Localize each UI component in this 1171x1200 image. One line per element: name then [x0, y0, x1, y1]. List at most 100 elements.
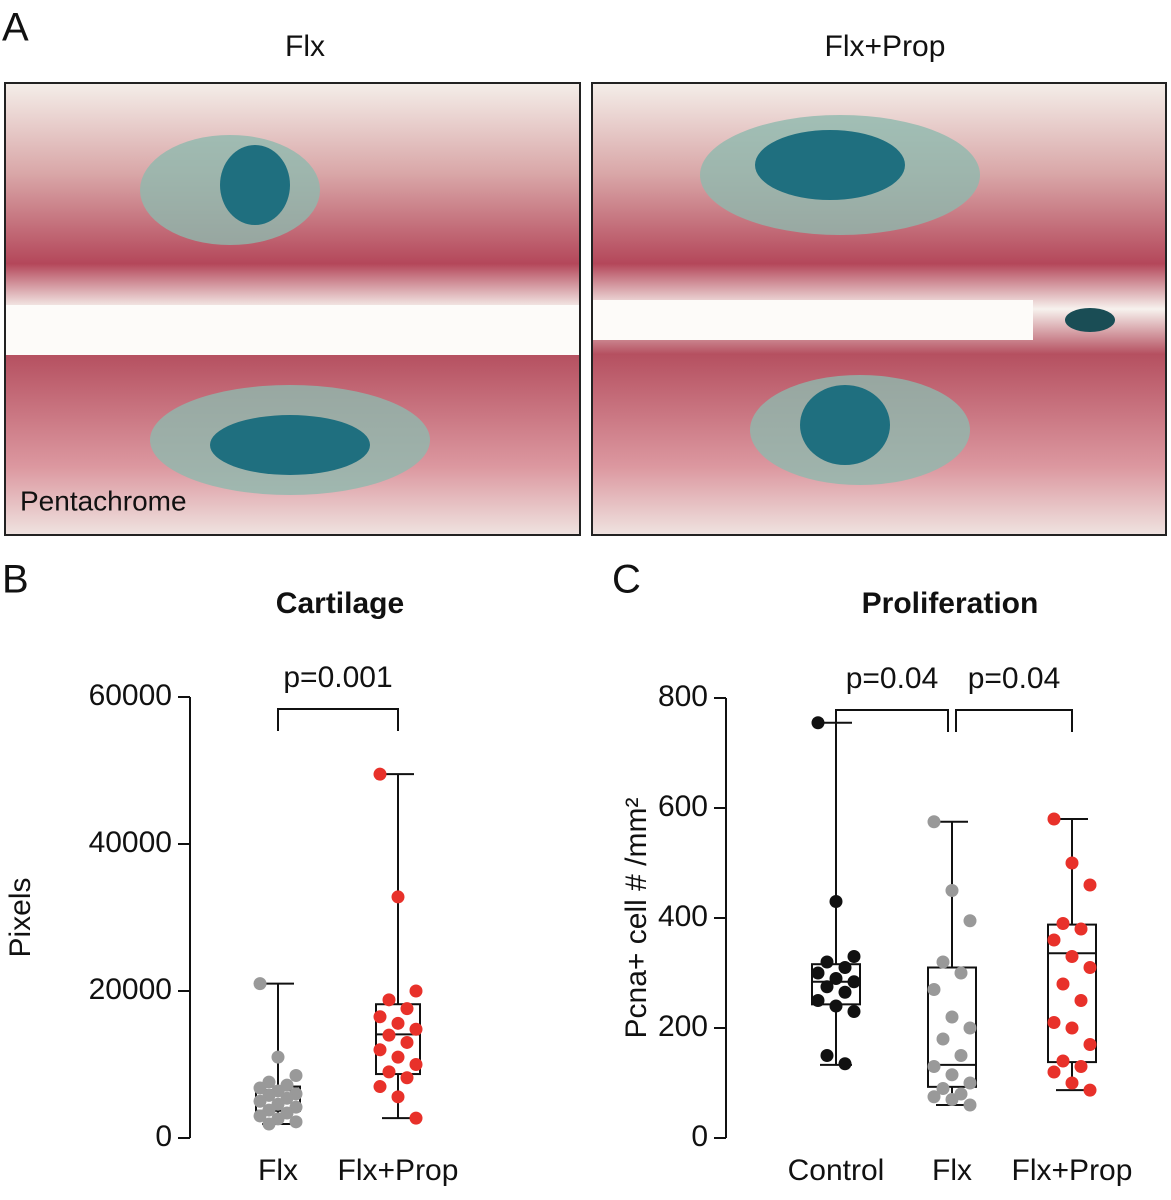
- data-point: [945, 884, 959, 897]
- data-point: [253, 1081, 267, 1095]
- data-point: [409, 1022, 423, 1036]
- x-tick-label: Flx: [932, 1154, 972, 1187]
- data-point: [838, 985, 852, 999]
- data-point: [954, 1049, 968, 1062]
- p-value: p=0.04: [846, 662, 939, 695]
- data-point: [1083, 961, 1097, 974]
- data-point: [1065, 950, 1079, 963]
- data-point: [963, 1098, 977, 1112]
- data-point: [945, 1093, 959, 1106]
- data-point: [373, 1010, 387, 1024]
- data-point: [409, 1058, 423, 1071]
- data-point: [391, 890, 405, 904]
- data-point: [391, 1050, 405, 1064]
- data-point: [271, 1050, 285, 1064]
- data-point: [847, 950, 861, 963]
- data-point: [820, 955, 834, 969]
- data-point: [1083, 1038, 1097, 1051]
- p-value: p=0.001: [283, 661, 392, 694]
- y-tick-label: 400: [658, 900, 708, 933]
- y-tick-label: 20000: [89, 973, 172, 1006]
- y-tick-label: 200: [658, 1010, 708, 1043]
- data-point: [1056, 977, 1070, 991]
- data-point: [927, 983, 941, 996]
- y-tick-label: 600: [658, 790, 708, 823]
- data-point: [963, 1021, 977, 1035]
- data-point: [289, 1115, 303, 1129]
- panel-label: C: [612, 558, 641, 602]
- chart-title: Cartilage: [276, 587, 404, 620]
- data-point: [382, 1065, 396, 1079]
- box: [1047, 923, 1097, 1064]
- data-point: [927, 1060, 941, 1073]
- data-point: [945, 1010, 959, 1024]
- x-tick-label: Flx: [258, 1154, 298, 1187]
- data-point: [1047, 1065, 1061, 1079]
- data-point: [400, 1035, 414, 1049]
- data-point: [811, 994, 825, 1007]
- data-point: [829, 895, 843, 908]
- y-tick-label: 60000: [89, 679, 172, 712]
- data-point: [1047, 1016, 1061, 1029]
- chart-title: Proliferation: [862, 587, 1039, 620]
- y-tick-label: 40000: [89, 826, 172, 859]
- data-point: [382, 993, 396, 1007]
- significance-bracket: [277, 708, 399, 731]
- data-point: [1056, 1054, 1070, 1068]
- data-point: [829, 999, 843, 1013]
- data-point: [927, 1090, 941, 1104]
- data-point: [1074, 1060, 1088, 1073]
- data-point: [253, 977, 267, 991]
- data-point: [847, 1005, 861, 1018]
- data-point: [409, 1111, 423, 1125]
- data-point: [936, 1032, 950, 1046]
- data-point: [1083, 1083, 1097, 1097]
- data-point: [847, 975, 861, 989]
- data-point: [289, 1069, 303, 1083]
- data-point: [1056, 917, 1070, 930]
- image-title: Flx+Prop: [825, 30, 946, 63]
- y-tick-label: 800: [658, 680, 708, 713]
- significance-bracket: [955, 709, 1073, 732]
- data-point: [1065, 1076, 1079, 1090]
- micrograph: [4, 82, 581, 536]
- data-point: [811, 716, 825, 730]
- x-tick-label: Flx+Prop: [338, 1154, 459, 1187]
- box: [375, 1003, 421, 1076]
- data-point: [936, 955, 950, 969]
- panel-label: B: [2, 558, 29, 602]
- data-point: [936, 1082, 950, 1095]
- data-point: [373, 767, 387, 781]
- data-point: [1047, 933, 1061, 947]
- data-point: [963, 1076, 977, 1090]
- data-point: [373, 1080, 387, 1094]
- image-caption: Pentachrome: [20, 485, 187, 516]
- data-point: [391, 1016, 405, 1030]
- y-tick-label: 0: [691, 1120, 708, 1153]
- data-point: [1074, 922, 1088, 936]
- data-point: [382, 1028, 396, 1042]
- data-point: [838, 961, 852, 974]
- p-value: p=0.04: [968, 662, 1061, 695]
- image-title: Flx: [285, 30, 325, 63]
- data-point: [927, 815, 941, 829]
- x-tick-label: Control: [788, 1154, 885, 1187]
- y-tick-label: 0: [155, 1120, 172, 1153]
- data-point: [954, 966, 968, 980]
- data-point: [409, 984, 423, 998]
- data-point: [1065, 856, 1079, 870]
- data-point: [838, 1057, 852, 1071]
- x-tick-label: Flx+Prop: [1012, 1154, 1133, 1187]
- data-point: [811, 966, 825, 980]
- data-point: [262, 1117, 276, 1131]
- data-point: [253, 1109, 267, 1123]
- data-point: [373, 1043, 387, 1057]
- data-point: [253, 1094, 267, 1108]
- y-axis-label: Pcna+ cell # /mm²: [620, 798, 653, 1039]
- significance-bracket: [835, 709, 949, 732]
- panel-label: A: [2, 6, 29, 50]
- data-point: [1047, 812, 1061, 826]
- data-point: [1074, 994, 1088, 1007]
- data-point: [820, 980, 834, 994]
